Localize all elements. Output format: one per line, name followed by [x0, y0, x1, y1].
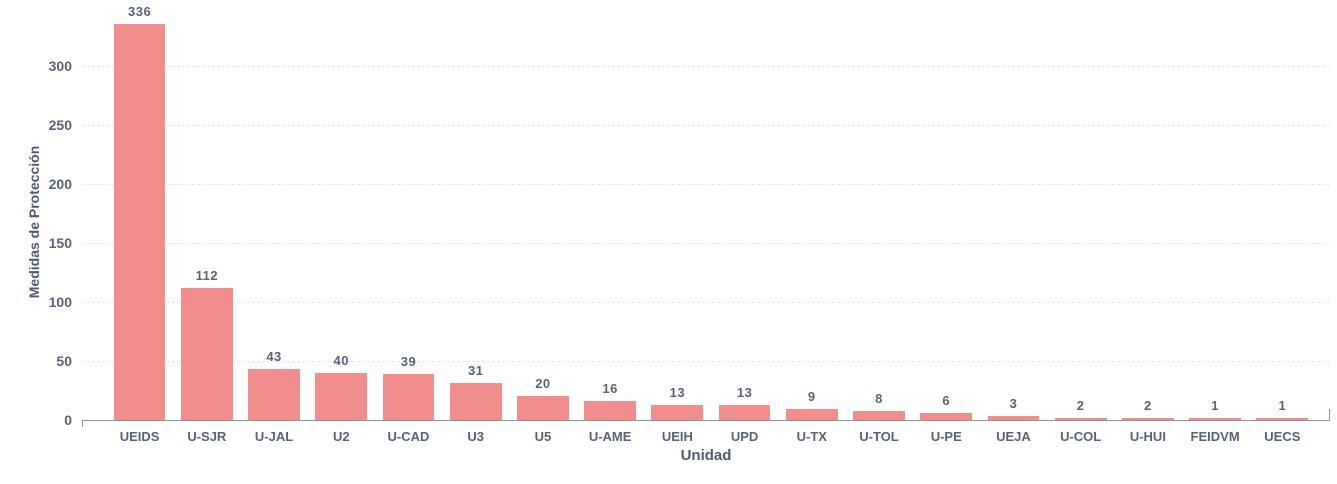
y-tick-label-200: 200: [48, 176, 72, 193]
bar-U-TOL[interactable]: [853, 410, 905, 420]
plot-area: 336 112 43 40 39 31 20 16 13 13 9 8 6 3 2 2 1 1: [82, 0, 1330, 427]
bar-UEIH[interactable]: [651, 404, 704, 420]
bar-slot-UEJA: 3: [980, 0, 1047, 420]
x-axis-title: Unidad: [680, 447, 732, 464]
bar-value-label: 6: [942, 392, 951, 408]
y-tick-label-100: 100: [48, 294, 72, 311]
bar-slot-U-TOL: 8: [845, 0, 912, 420]
bar-value-label: 31: [467, 363, 484, 379]
bar-slot-U-JAL: 43: [240, 0, 307, 420]
y-tick-label-300: 300: [48, 58, 72, 75]
x-tick-label-U2: U2: [332, 429, 350, 444]
bar-U-JAL[interactable]: [248, 369, 300, 420]
bar-slot-UECS: 1: [1249, 0, 1316, 420]
bar-value-label: 43: [266, 349, 282, 365]
x-tick-label-U-SJR: U-SJR: [187, 429, 227, 444]
bar-value-label: 1: [1211, 398, 1219, 413]
y-axis-title: Medidas de Protección: [26, 145, 42, 299]
y-tick-label-0: 0: [64, 412, 72, 428]
bar-value-label: 336: [128, 3, 152, 19]
x-tick-label-UPD: UPD: [730, 429, 759, 444]
bar-FEIDVM[interactable]: [1189, 418, 1241, 420]
bar-slot-U-COL: 2: [1047, 0, 1114, 420]
bar-U3[interactable]: [449, 383, 502, 420]
x-axis-right-tick: [1329, 409, 1330, 421]
x-tick-label-U-JAL: U-JAL: [254, 429, 294, 444]
bar-U2[interactable]: [315, 372, 368, 420]
bar-slot-U-AME: 16: [577, 0, 644, 420]
x-tick-label-U3: U3: [467, 429, 485, 444]
x-axis-left-tick: [82, 420, 83, 427]
x-tick-label-FEIDVM: FEIDVM: [1190, 429, 1240, 444]
bar-slot-UPD: 13: [711, 0, 778, 420]
x-tick-label-UEIH: UEIH: [661, 429, 693, 444]
bar-value-label: 16: [602, 381, 618, 397]
bar-value-label: 112: [195, 267, 219, 283]
x-tick-label-U-TOL: U-TOL: [859, 429, 899, 444]
bar-U-PE[interactable]: [920, 412, 973, 420]
bar-UPD[interactable]: [718, 404, 771, 420]
bar-slot-UEIDS: 336: [106, 0, 173, 420]
bar-slot-U5: 20: [509, 0, 576, 420]
bar-U-CAD[interactable]: [382, 374, 435, 420]
bar-value-label: 9: [807, 389, 816, 405]
gridline-50: [82, 361, 1330, 362]
bar-slot-U3: 31: [442, 0, 509, 420]
gridline-100: [82, 302, 1330, 304]
bar-value-label: 39: [400, 354, 417, 369]
y-tick-label-50: 50: [56, 353, 72, 369]
bar-value-label: 2: [1076, 397, 1085, 413]
bar-U-TX[interactable]: [785, 409, 838, 420]
bar-value-label: 2: [1144, 397, 1152, 413]
bar-value-label: 13: [736, 384, 753, 400]
x-tick-label-U-COL: U-COL: [1060, 429, 1102, 444]
gridline-200: [82, 184, 1330, 186]
x-axis-line: [82, 420, 1330, 421]
bar-slot-U-TX: 9: [778, 0, 845, 420]
bar-UEIDS[interactable]: [113, 23, 166, 420]
bar-slot-U-CAD: 39: [375, 0, 442, 420]
bar-UECS[interactable]: [1256, 418, 1309, 420]
bar-value-label: 13: [669, 384, 686, 400]
bar-slot-U-HUI: 2: [1114, 0, 1181, 420]
bar-slot-FEIDVM: 1: [1182, 0, 1249, 420]
bar-U-HUI[interactable]: [1122, 417, 1174, 420]
x-tick-label-U-HUI: U-HUI: [1129, 429, 1166, 444]
x-tick-label-U-CAD: U-CAD: [387, 429, 430, 444]
bar-value-label: 3: [1009, 396, 1018, 412]
gridline-150: [82, 243, 1330, 245]
bar-U5[interactable]: [517, 396, 569, 420]
x-tick-label-U5: U5: [534, 429, 552, 444]
gridline-250: [82, 125, 1330, 127]
bar-value-label: 1: [1278, 398, 1287, 413]
bar-slot-U-PE: 6: [913, 0, 980, 420]
bar-value-label: 20: [535, 376, 551, 392]
bar-value-label: 40: [333, 352, 349, 368]
bar-U-COL[interactable]: [1054, 417, 1107, 420]
x-tick-label-U-PE: U-PE: [930, 429, 962, 444]
y-tick-label-150: 150: [48, 235, 72, 252]
bar-slot-U2: 40: [308, 0, 375, 420]
x-tick-label-UEJA: UEJA: [996, 429, 1031, 444]
bar-U-SJR[interactable]: [180, 287, 233, 420]
gridline-300: [82, 66, 1330, 68]
bar-slot-UEIH: 13: [644, 0, 711, 420]
bar-UEJA[interactable]: [987, 416, 1040, 420]
x-tick-label-U-TX: U-TX: [796, 429, 827, 444]
x-tick-label-UECS: UECS: [1264, 429, 1301, 444]
bar-slot-U-SJR: 112: [173, 0, 240, 420]
x-tick-label-U-AME: U-AME: [588, 429, 632, 444]
bar-U-AME[interactable]: [584, 401, 637, 420]
bar-value-label: 8: [875, 390, 883, 406]
y-tick-label-250: 250: [48, 117, 72, 134]
bars-container: 336 112 43 40 39 31 20 16 13 13 9 8 6 3 2 2 1 1: [82, 0, 1330, 420]
x-axis-labels: UEIDS U-SJR U-JAL U2 U-CAD U3 U5 U-AME UEIH UPD U-…: [82, 421, 1330, 444]
x-tick-label-UEIDS: UEIDS: [119, 429, 160, 444]
